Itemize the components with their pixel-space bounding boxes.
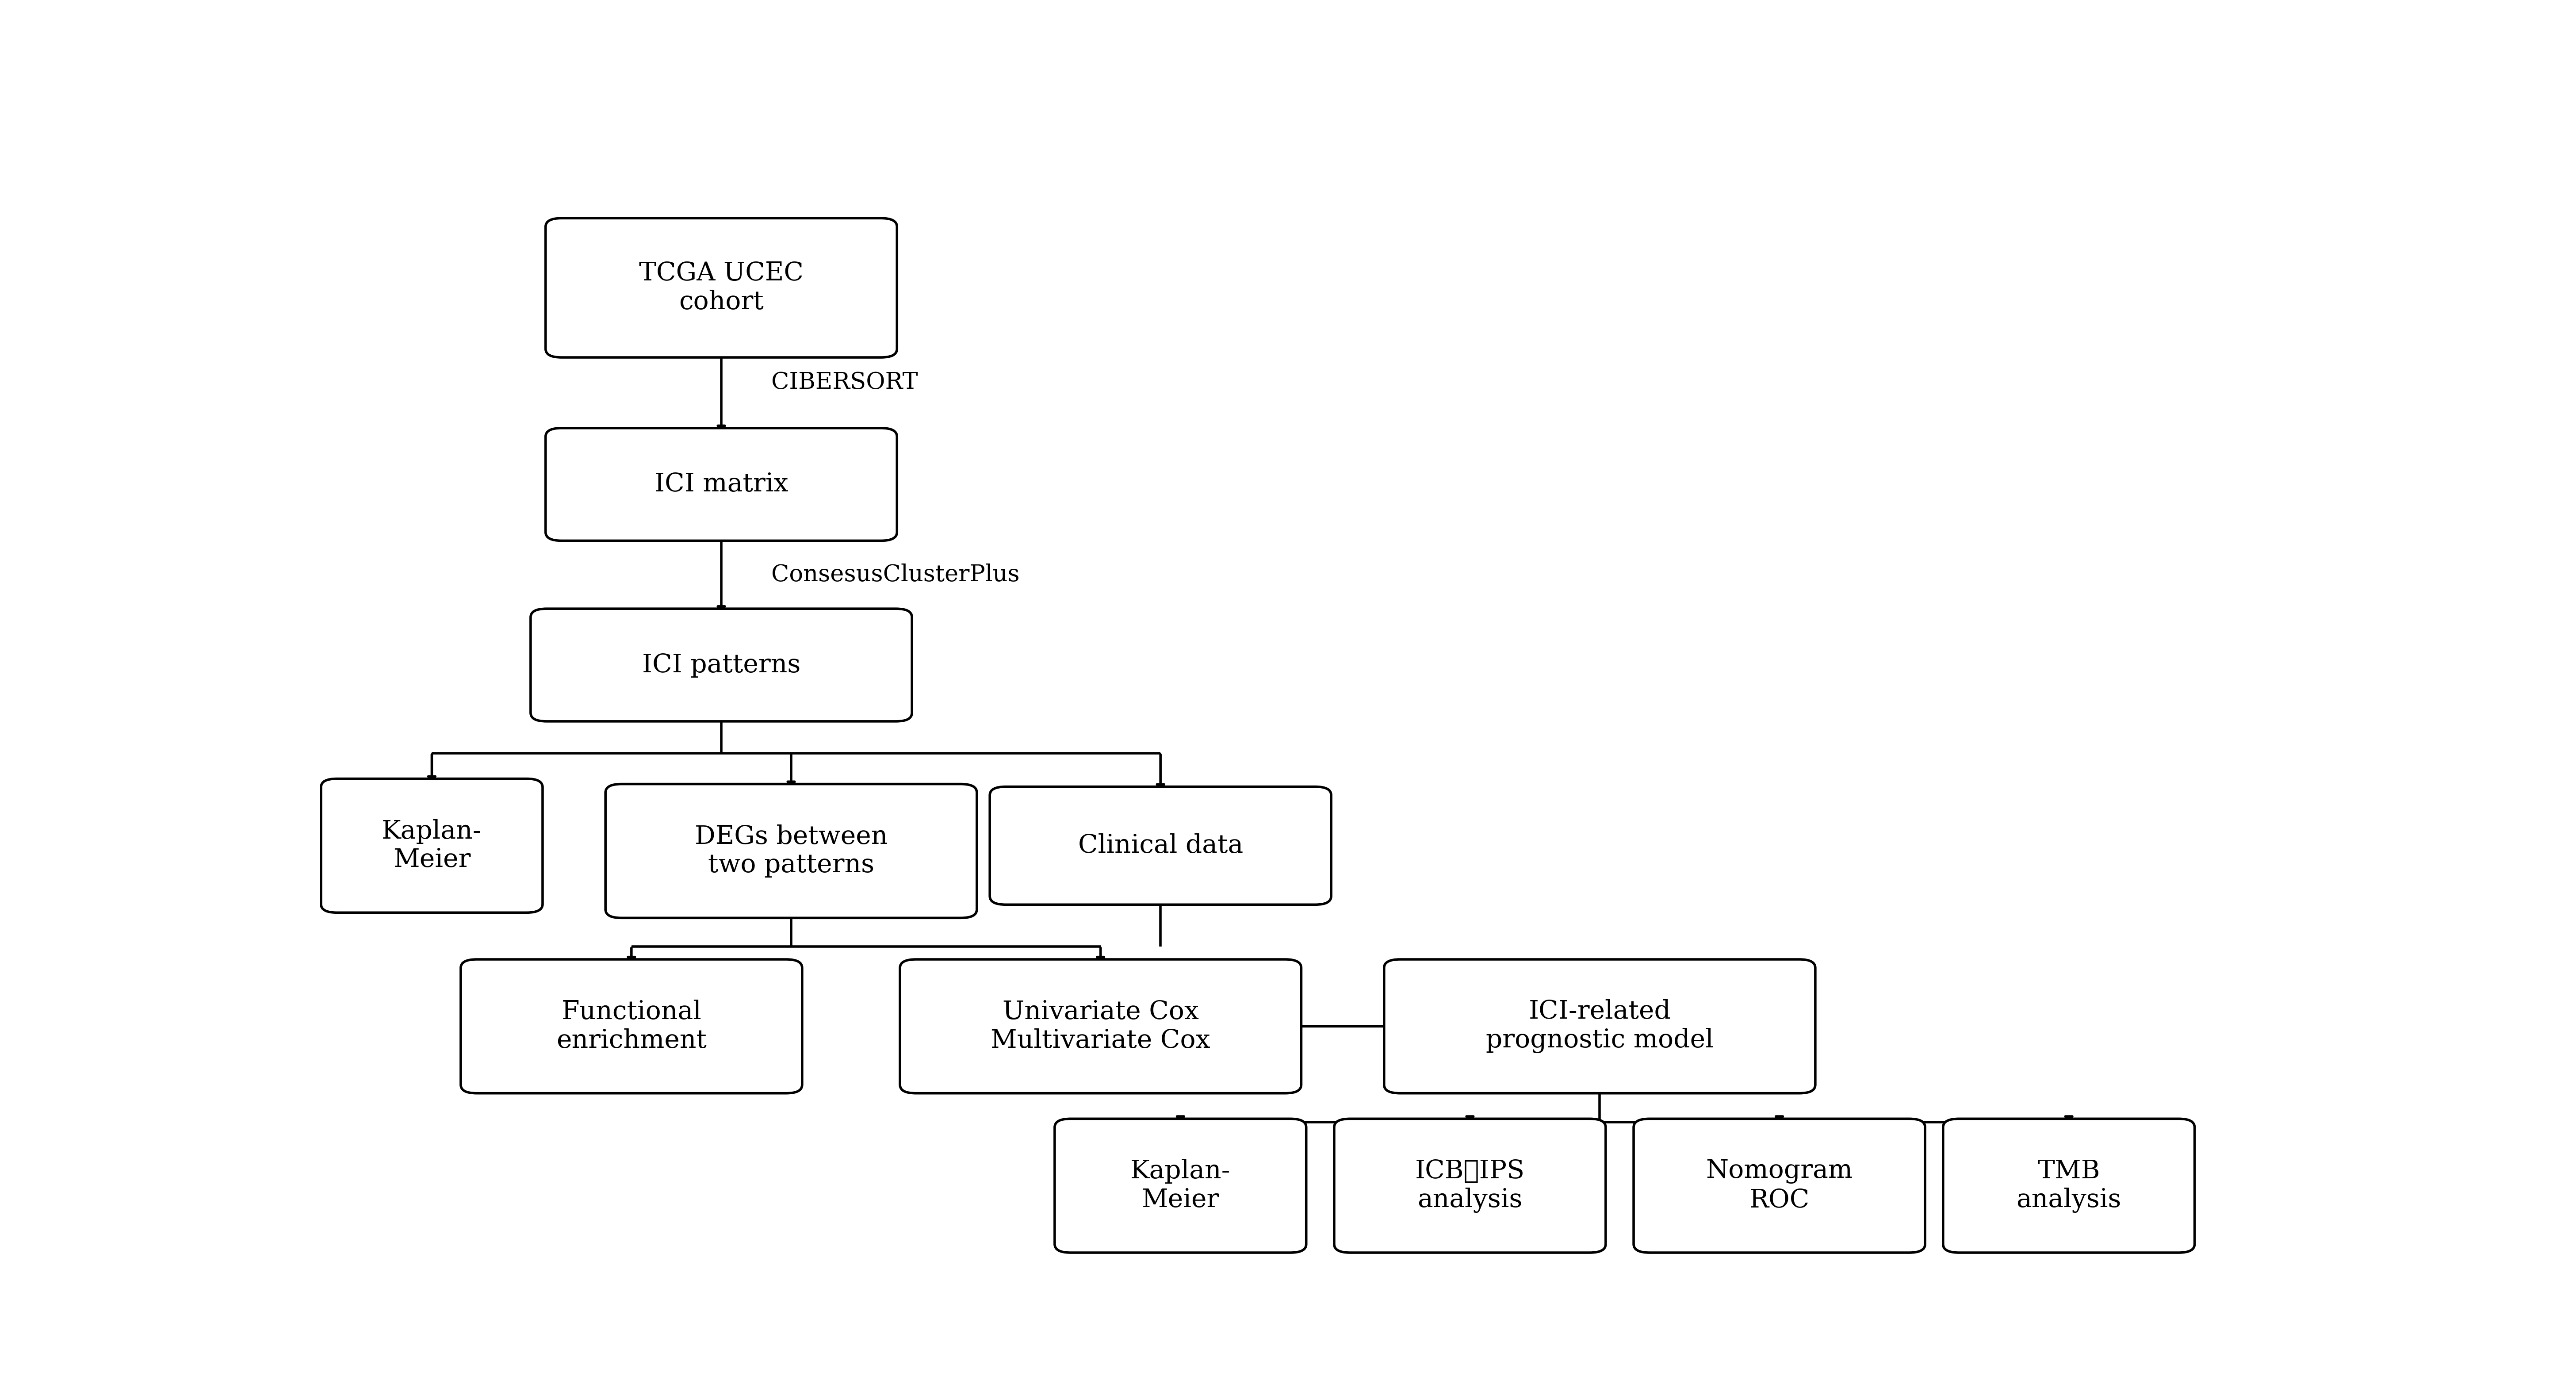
- FancyBboxPatch shape: [989, 787, 1332, 905]
- Text: TCGA UCEC
cohort: TCGA UCEC cohort: [639, 261, 804, 315]
- FancyBboxPatch shape: [605, 784, 976, 918]
- FancyBboxPatch shape: [1054, 1119, 1306, 1253]
- Text: Nomogram
ROC: Nomogram ROC: [1705, 1159, 1852, 1213]
- FancyBboxPatch shape: [546, 428, 896, 541]
- Text: ICI-related
prognostic model: ICI-related prognostic model: [1486, 999, 1713, 1053]
- FancyBboxPatch shape: [546, 218, 896, 357]
- Text: CIBERSORT: CIBERSORT: [770, 371, 917, 393]
- FancyBboxPatch shape: [1942, 1119, 2195, 1253]
- FancyBboxPatch shape: [1633, 1119, 1924, 1253]
- FancyBboxPatch shape: [322, 778, 544, 912]
- Text: Kaplan-
Meier: Kaplan- Meier: [1131, 1159, 1231, 1213]
- FancyBboxPatch shape: [899, 959, 1301, 1093]
- Text: ICI patterns: ICI patterns: [641, 653, 801, 678]
- Text: ConsesusClusterPlus: ConsesusClusterPlus: [770, 563, 1020, 586]
- Text: Clinical data: Clinical data: [1077, 834, 1244, 858]
- Text: Univariate Cox
Multivariate Cox: Univariate Cox Multivariate Cox: [992, 999, 1211, 1053]
- Text: DEGs between
two patterns: DEGs between two patterns: [696, 824, 889, 878]
- FancyBboxPatch shape: [461, 959, 801, 1093]
- Text: Functional
enrichment: Functional enrichment: [556, 999, 706, 1053]
- Text: TMB
analysis: TMB analysis: [2017, 1159, 2123, 1213]
- FancyBboxPatch shape: [1334, 1119, 1605, 1253]
- FancyBboxPatch shape: [531, 609, 912, 722]
- Text: Kaplan-
Meier: Kaplan- Meier: [381, 818, 482, 872]
- FancyBboxPatch shape: [1383, 959, 1816, 1093]
- Text: ICI matrix: ICI matrix: [654, 472, 788, 497]
- Text: ICB、IPS
analysis: ICB、IPS analysis: [1414, 1159, 1525, 1213]
